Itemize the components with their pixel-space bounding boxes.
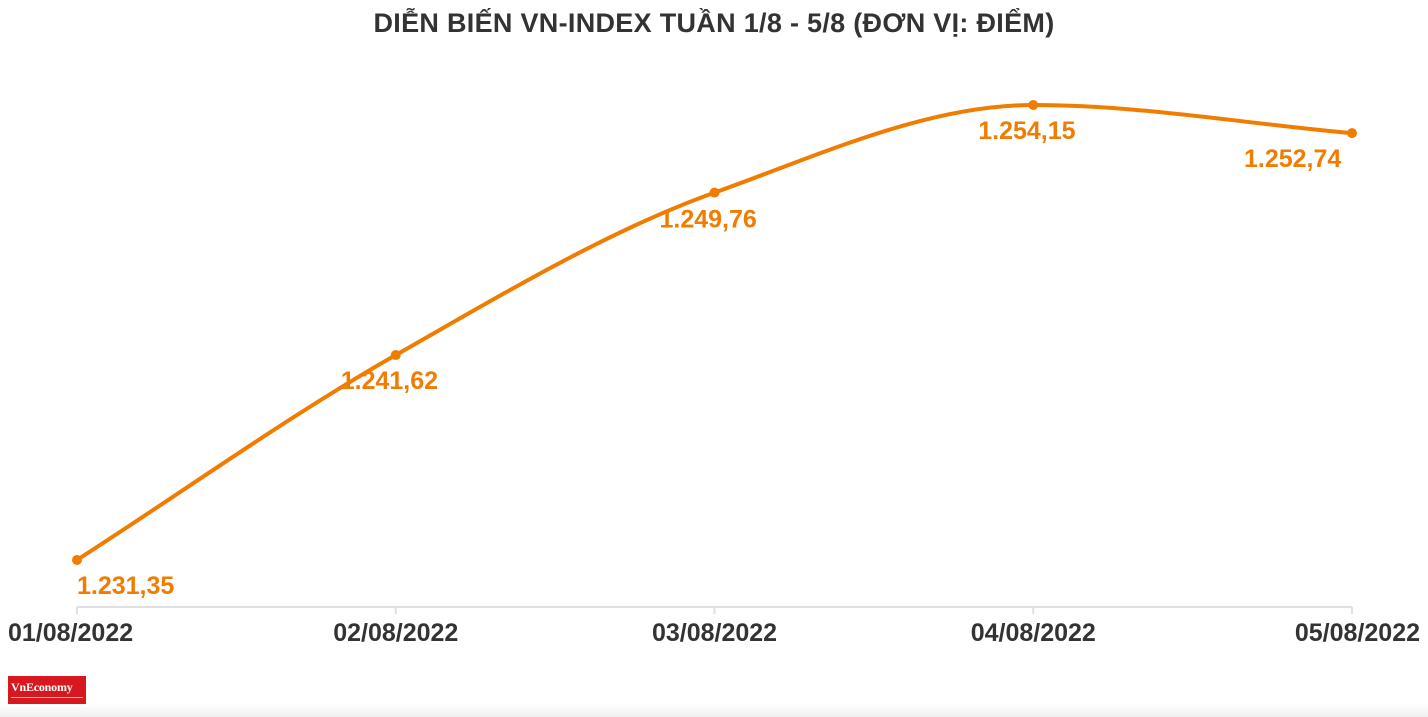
x-tick-label: 01/08/2022 bbox=[8, 619, 133, 647]
x-tick-label: 02/08/2022 bbox=[333, 619, 458, 647]
x-tick-labels: 01/08/2022 02/08/2022 03/08/2022 04/08/2022… bbox=[8, 619, 1420, 647]
data-point bbox=[1347, 128, 1357, 139]
data-label: 1.231,35 bbox=[77, 572, 174, 600]
x-axis bbox=[76, 606, 1353, 614]
data-labels: 1.231,35 1.241,62 1.249,76 1.254,15 1.252,74 bbox=[77, 117, 1341, 600]
footer-band bbox=[0, 703, 1428, 717]
data-label: 1.254,15 bbox=[978, 117, 1075, 145]
logo-text: VnEconomy bbox=[11, 680, 73, 694]
data-points bbox=[72, 100, 1357, 565]
logo-rule bbox=[11, 697, 83, 698]
data-point bbox=[1028, 100, 1039, 110]
series-line bbox=[75, 102, 1354, 562]
x-tick-label: 04/08/2022 bbox=[971, 619, 1096, 647]
vneconomy-logo: VnEconomy bbox=[8, 676, 86, 704]
series-line-layer bbox=[75, 102, 1354, 562]
data-point bbox=[709, 187, 720, 198]
data-label: 1.241,62 bbox=[341, 367, 438, 395]
x-tick-label: 05/08/2022 bbox=[1295, 619, 1420, 647]
data-label: 1.249,76 bbox=[660, 206, 757, 234]
x-tick-label: 03/08/2022 bbox=[652, 619, 777, 647]
data-point bbox=[72, 555, 82, 565]
data-label: 1.252,74 bbox=[1244, 145, 1341, 173]
data-point bbox=[390, 350, 401, 361]
chart-title: DIỄN BIẾN VN-INDEX TUẦN 1/8 - 5/8 (ĐƠN V… bbox=[373, 8, 1055, 38]
